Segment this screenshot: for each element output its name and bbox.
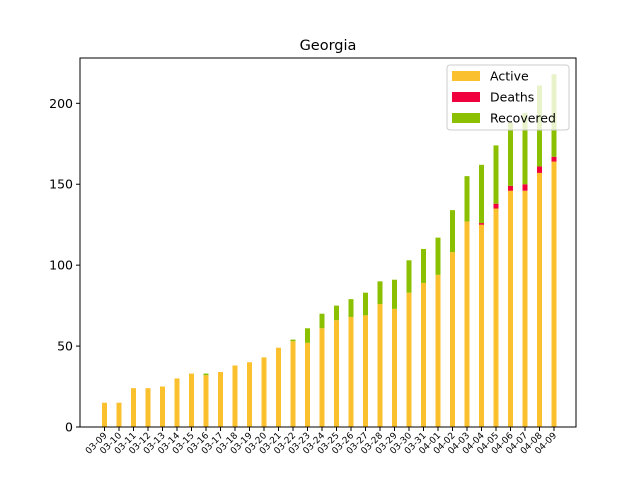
bar-recovered-03-31 bbox=[421, 248, 426, 283]
bar-recovered-03-23 bbox=[305, 328, 310, 343]
bar-recovered-03-24 bbox=[319, 313, 325, 329]
bar-recovered-03-22 bbox=[290, 339, 296, 342]
bar-active-03-31 bbox=[421, 282, 426, 427]
bar-recovered-03-26 bbox=[348, 299, 354, 317]
legend-swatch-deaths bbox=[452, 92, 480, 102]
bar-recovered-04-01 bbox=[435, 237, 441, 275]
bar-active-03-16 bbox=[203, 375, 209, 427]
bar-recovered-03-27 bbox=[363, 292, 368, 316]
bar-recovered-03-30 bbox=[406, 260, 412, 293]
bar-active-03-22 bbox=[290, 341, 296, 427]
legend-swatch-recovered bbox=[452, 113, 480, 123]
bar-active-03-19 bbox=[247, 362, 252, 427]
legend-label-recovered: Recovered bbox=[490, 111, 556, 126]
bar-active-03-27 bbox=[363, 315, 368, 427]
bar-active-04-04 bbox=[479, 224, 484, 427]
y-tick-label: 0 bbox=[65, 420, 73, 435]
legend-label-active: Active bbox=[490, 69, 529, 84]
bar-recovered-04-05 bbox=[493, 145, 499, 204]
bar-recovered-04-03 bbox=[464, 176, 470, 222]
bar-active-03-24 bbox=[319, 328, 325, 427]
bar-active-03-10 bbox=[116, 402, 122, 427]
bar-active-03-25 bbox=[334, 320, 339, 427]
legend-swatch-active bbox=[452, 71, 480, 81]
bar-active-03-17 bbox=[218, 371, 223, 427]
bar-active-03-30 bbox=[406, 292, 412, 427]
bar-active-03-21 bbox=[276, 347, 281, 427]
bar-active-03-12 bbox=[145, 388, 151, 427]
bar-recovered-03-29 bbox=[392, 279, 397, 309]
bar-recovered-04-04 bbox=[479, 164, 484, 224]
y-tick-label: 200 bbox=[49, 96, 73, 111]
bar-recovered-04-02 bbox=[450, 210, 455, 253]
bar-active-03-23 bbox=[305, 342, 310, 427]
bar-active-04-03 bbox=[464, 221, 470, 427]
chart-title: Georgia bbox=[300, 38, 357, 54]
bar-active-04-06 bbox=[508, 190, 513, 427]
y-tick-label: 100 bbox=[49, 258, 73, 273]
bar-recovered-03-25 bbox=[334, 305, 339, 321]
bar-active-03-26 bbox=[348, 316, 354, 427]
bar-active-03-14 bbox=[174, 378, 180, 427]
bar-active-04-07 bbox=[522, 190, 528, 427]
bar-recovered-04-06 bbox=[508, 122, 513, 186]
bar-active-03-29 bbox=[392, 308, 397, 427]
plot-frame bbox=[79, 57, 577, 428]
bar-deaths-04-09 bbox=[551, 156, 557, 162]
bar-active-03-09 bbox=[102, 402, 107, 427]
bar-active-03-13 bbox=[160, 386, 165, 427]
bar-deaths-04-06 bbox=[508, 185, 513, 191]
bar-active-04-05 bbox=[493, 208, 499, 427]
y-tick-label: 50 bbox=[57, 339, 73, 354]
bar-recovered-03-16 bbox=[203, 373, 209, 376]
bar-active-03-28 bbox=[377, 304, 383, 427]
bar-recovered-03-28 bbox=[377, 281, 383, 304]
bar-active-04-08 bbox=[537, 172, 542, 427]
bar-active-04-01 bbox=[435, 274, 441, 427]
bar-active-03-15 bbox=[189, 373, 194, 427]
bar-deaths-04-08 bbox=[537, 166, 542, 173]
bar-deaths-04-05 bbox=[493, 203, 499, 209]
bar-active-04-02 bbox=[450, 252, 455, 427]
legend-label-deaths: Deaths bbox=[490, 90, 534, 105]
bar-active-03-20 bbox=[261, 357, 267, 427]
y-tick-label: 150 bbox=[49, 177, 73, 192]
legend: Active Deaths Recovered bbox=[446, 64, 570, 131]
bar-active-03-18 bbox=[232, 365, 238, 427]
bars-group bbox=[102, 74, 557, 427]
bar-recovered-04-07 bbox=[522, 113, 528, 185]
bar-active-04-09 bbox=[551, 161, 557, 427]
bar-active-03-11 bbox=[131, 388, 136, 427]
bar-deaths-04-07 bbox=[522, 184, 528, 191]
bar-deaths-04-04 bbox=[479, 223, 484, 225]
